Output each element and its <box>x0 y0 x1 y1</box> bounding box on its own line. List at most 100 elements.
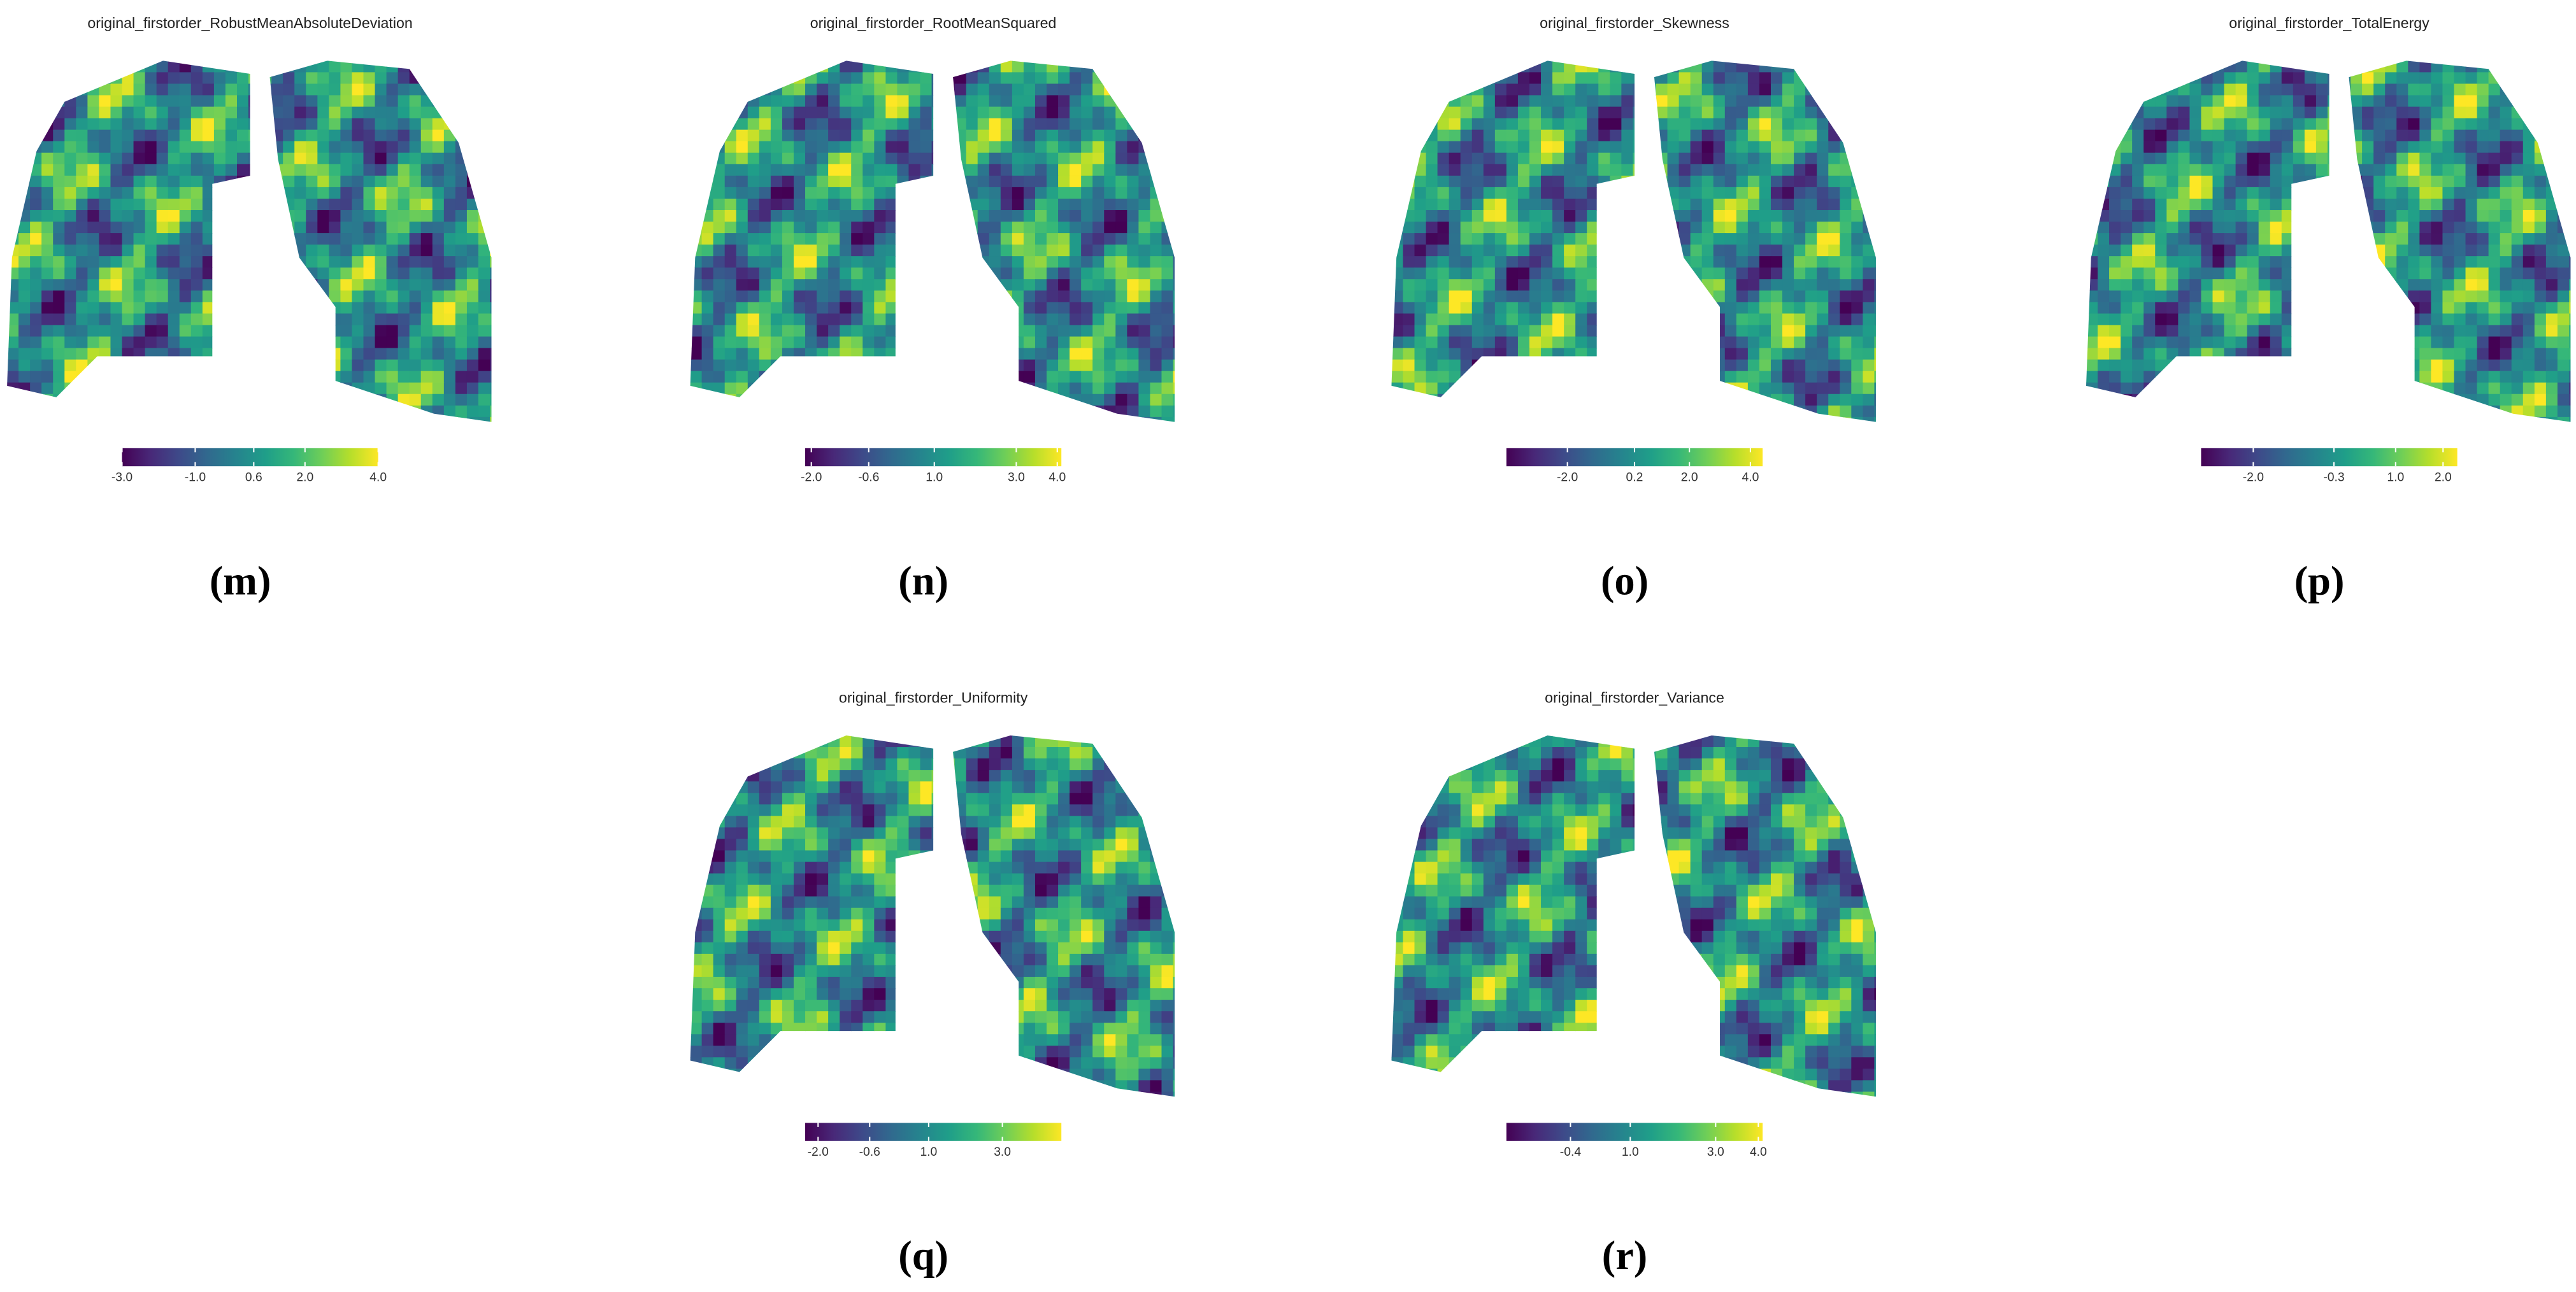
lung-cell <box>2511 141 2524 153</box>
lung-cell <box>2098 222 2110 234</box>
lung-cell <box>386 279 399 292</box>
lung-cell <box>1161 382 1174 395</box>
lung-cell <box>1115 141 1128 153</box>
lung-cell <box>931 371 944 383</box>
lung-cell <box>1598 187 1611 199</box>
lung-cell <box>352 164 364 176</box>
lung-cell <box>317 245 330 257</box>
lung-cell <box>1460 210 1473 222</box>
lung-cell <box>2293 256 2305 269</box>
lung-cell <box>2419 245 2432 257</box>
lung-cell <box>2293 118 2305 131</box>
lung-cell <box>1138 336 1151 349</box>
lung-cell <box>1494 118 1507 131</box>
lung-cell <box>851 394 864 406</box>
lung-cell <box>1449 256 1461 269</box>
lung-cell <box>225 371 238 383</box>
lung-cell <box>409 198 422 211</box>
lung-cell <box>236 416 249 422</box>
lung-cell <box>1529 256 1542 269</box>
lung-cell <box>2132 72 2144 85</box>
lung-cell <box>931 72 944 85</box>
lung-cell <box>1023 336 1036 349</box>
lung-cell <box>2373 164 2386 176</box>
lung-cell <box>1621 118 1634 131</box>
lung-cell <box>168 152 180 165</box>
lung-cell <box>782 313 794 326</box>
lung-cell <box>2557 106 2570 119</box>
lung-cell <box>64 348 77 360</box>
lung-cell <box>1047 60 1059 73</box>
lung-cell <box>2545 256 2558 269</box>
lung-cell <box>2121 106 2133 119</box>
lung-cell <box>701 60 714 73</box>
lung-cell <box>2132 129 2144 142</box>
lung-cell <box>179 129 192 142</box>
lung-cell <box>920 313 933 326</box>
lung-cell <box>954 359 967 372</box>
lung-cell <box>690 302 703 315</box>
lung-cell <box>897 348 910 360</box>
lung-cell <box>989 382 1001 395</box>
lung-cell <box>1874 95 1876 108</box>
lung-cell <box>851 175 864 188</box>
lung-cell <box>375 118 387 131</box>
lung-cell <box>352 141 364 153</box>
lung-cell <box>409 416 422 422</box>
lung-cell <box>260 279 272 292</box>
lung-cell <box>1414 336 1427 349</box>
lung-cell <box>352 348 364 360</box>
lung-cell <box>2500 222 2512 234</box>
lung-cell <box>920 382 933 395</box>
lung-cell <box>1150 83 1163 96</box>
lung-cell <box>283 164 295 176</box>
lung-cell <box>805 187 817 199</box>
lung-cell <box>1034 175 1047 188</box>
lung-cell <box>1598 245 1611 257</box>
lung-cell <box>1529 95 1542 108</box>
lung-cell <box>2568 222 2571 234</box>
lung-cell <box>1782 187 1794 199</box>
lung-cell <box>1610 382 1622 395</box>
lung-cell <box>1023 72 1036 85</box>
lung-cell <box>1610 371 1622 383</box>
lung-cell <box>225 118 238 131</box>
lung-cell <box>179 164 192 176</box>
lung-cell <box>329 313 341 326</box>
lung-cell <box>18 267 31 280</box>
lung-cell <box>1840 371 1852 383</box>
lung-cell <box>156 175 169 188</box>
lung-cell <box>18 394 31 406</box>
lung-cell <box>294 313 307 326</box>
lung-cell <box>977 152 990 165</box>
lung-cell <box>1483 279 1496 292</box>
lung-cell <box>386 187 399 199</box>
lung-cell <box>2212 187 2225 199</box>
lung-cell <box>1000 72 1013 85</box>
lung-cell <box>1564 267 1576 280</box>
lung-cell <box>1506 382 1519 395</box>
lung-cell <box>179 371 192 383</box>
lung-cell <box>2121 141 2133 153</box>
lung-cell <box>931 175 944 188</box>
lung-cell <box>1023 394 1036 406</box>
lung-cell <box>1391 106 1404 119</box>
lung-cell <box>759 359 771 372</box>
colorbar-tick-label: 4.0 <box>1048 471 1066 484</box>
lung-cell <box>1678 359 1691 372</box>
lung-cell <box>1494 405 1507 418</box>
lung-cell <box>1173 233 1175 245</box>
lung-cell <box>145 359 157 372</box>
lung-cell <box>2166 187 2179 199</box>
lung-cell <box>1598 210 1611 222</box>
lung-cell <box>1471 187 1484 199</box>
lung-cell <box>1483 267 1496 280</box>
lung-cell <box>1621 279 1634 292</box>
lung-cell <box>76 313 89 326</box>
lung-cell <box>1403 60 1415 73</box>
lung-cell <box>966 245 978 257</box>
lung-cell <box>1138 290 1151 303</box>
lung-cell <box>409 233 422 245</box>
lung-cell <box>1173 325 1175 337</box>
lung-cell <box>1851 141 1864 153</box>
